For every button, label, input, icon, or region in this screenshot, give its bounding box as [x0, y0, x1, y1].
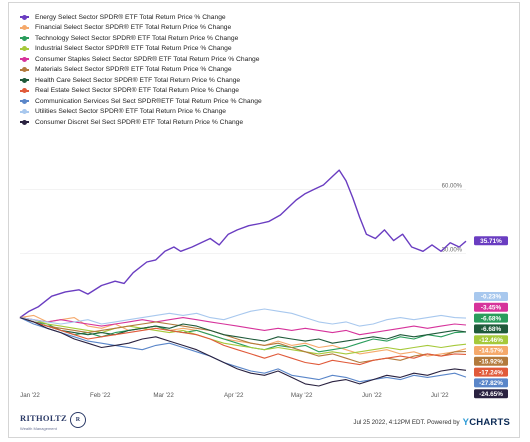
legend-label: Consumer Discret Sel Sect SPDR® ETF Tota… — [35, 118, 244, 126]
series-line — [19, 317, 467, 355]
y-tick-label: 30.00% — [442, 247, 463, 253]
chart-frame — [8, 2, 520, 438]
end-value-label: -24.65% — [479, 391, 503, 398]
legend-swatch-icon — [20, 46, 29, 51]
series-line — [19, 314, 467, 357]
legend-label: Technology Select Sector SPDR® ETF Total… — [35, 34, 239, 42]
series-line — [19, 308, 467, 327]
end-value-badge — [474, 313, 508, 323]
series-line — [19, 317, 467, 353]
legend-label: Health Care Select Sector SPDR® ETF Tota… — [35, 76, 241, 84]
legend-item[interactable]: Financial Select Sector SPDR® ETF Total … — [20, 23, 262, 34]
legend-label: Utilities Select Sector SPDR® ETF Total … — [35, 108, 227, 116]
y-tick-label: 60.00% — [442, 183, 463, 189]
end-value-label: -6.68% — [481, 315, 502, 322]
chart-footer: Jul 25 2022, 4:12PM EDT. Powered by YCHA… — [353, 417, 510, 428]
legend-label: Communication Services Sel Sect SPDR®ETF… — [35, 97, 262, 105]
legend-swatch-icon — [20, 78, 29, 83]
end-value-badge — [474, 346, 508, 355]
end-value-label: -6.68% — [481, 326, 502, 333]
legend-swatch-icon — [20, 25, 29, 30]
end-value-badge — [474, 302, 508, 312]
legend-item[interactable]: Industrial Select Sector SPDR® ETF Total… — [20, 44, 262, 55]
end-value-label: -14.57% — [479, 348, 503, 355]
ritholtz-logo: RITHOLTZ Wealth Management R — [20, 408, 86, 431]
end-value-badge — [474, 236, 508, 246]
legend-swatch-icon — [20, 88, 29, 93]
end-value-label: -15.92% — [479, 359, 503, 366]
legend-label: Industrial Select Sector SPDR® ETF Total… — [35, 45, 232, 53]
end-value-label: -12.46% — [479, 337, 503, 344]
end-value-badge — [474, 389, 508, 399]
legend-swatch-icon — [20, 120, 29, 125]
ycharts-brand[interactable]: YCHARTS — [462, 417, 510, 428]
legend-item[interactable]: Consumer Staples Select Sector SPDR® ETF… — [20, 54, 262, 65]
legend-item[interactable]: Health Care Select Sector SPDR® ETF Tota… — [20, 75, 262, 86]
chart-legend: Energy Select Sector SPDR® ETF Total Ret… — [20, 12, 262, 128]
end-value-label: -3.45% — [481, 305, 502, 312]
x-tick-label: Apr '22 — [224, 392, 244, 399]
end-value-badge — [474, 378, 508, 388]
logo-badge-icon: R — [69, 411, 86, 428]
legend-swatch-icon — [20, 15, 29, 20]
x-tick-label: Mar '22 — [153, 392, 174, 399]
end-value-label: -0.23% — [481, 294, 502, 301]
end-value-badge — [474, 356, 508, 366]
end-value-label: -27.82% — [479, 380, 503, 387]
legend-label: Energy Select Sector SPDR® ETF Total Ret… — [35, 13, 226, 21]
x-tick-label: Jul '22 — [431, 392, 449, 399]
legend-item[interactable]: Materials Select Sector SPDR® ETF Total … — [20, 65, 262, 76]
end-value-badge — [474, 367, 508, 377]
x-tick-label: Feb '22 — [90, 392, 111, 399]
legend-swatch-icon — [20, 67, 29, 72]
legend-swatch-icon — [20, 36, 29, 41]
logo-text: RITHOLTZ — [20, 413, 67, 423]
legend-label: Real Estate Select Sector SPDR® ETF Tota… — [35, 87, 240, 95]
series-line — [19, 317, 467, 336]
timestamp-text: Jul 25 2022, 4:12PM EDT. Powered by — [353, 419, 460, 426]
legend-item[interactable]: Communication Services Sel Sect SPDR®ETF… — [20, 96, 262, 107]
series-line — [19, 317, 467, 364]
series-line — [19, 317, 467, 344]
legend-swatch-icon — [20, 57, 29, 62]
x-tick-label: May '22 — [291, 392, 313, 399]
legend-swatch-icon — [20, 99, 29, 104]
end-value-badge — [474, 292, 508, 301]
end-value-badge — [474, 324, 508, 334]
end-value-label: -17.24% — [479, 369, 503, 376]
legend-swatch-icon — [20, 109, 29, 114]
legend-item[interactable]: Utilities Select Sector SPDR® ETF Total … — [20, 107, 262, 118]
end-value-badge — [474, 335, 508, 345]
series-line — [19, 317, 467, 387]
legend-label: Financial Select Sector SPDR® ETF Total … — [35, 24, 232, 32]
series-line — [19, 317, 467, 366]
series-line — [19, 317, 467, 383]
legend-item[interactable]: Real Estate Select Sector SPDR® ETF Tota… — [20, 86, 262, 97]
legend-item[interactable]: Technology Select Sector SPDR® ETF Total… — [20, 33, 262, 44]
legend-item[interactable]: Energy Select Sector SPDR® ETF Total Ret… — [20, 12, 262, 23]
legend-label: Materials Select Sector SPDR® ETF Total … — [35, 66, 232, 74]
x-tick-label: Jun '22 — [362, 392, 382, 399]
legend-item[interactable]: Consumer Discret Sel Sect SPDR® ETF Tota… — [20, 117, 262, 128]
series-line — [19, 169, 467, 319]
x-tick-label: Jan '22 — [20, 392, 40, 399]
end-value-label: 35.71% — [480, 238, 502, 245]
legend-label: Consumer Staples Select Sector SPDR® ETF… — [35, 55, 260, 63]
logo-subtitle: Wealth Management — [20, 426, 57, 431]
